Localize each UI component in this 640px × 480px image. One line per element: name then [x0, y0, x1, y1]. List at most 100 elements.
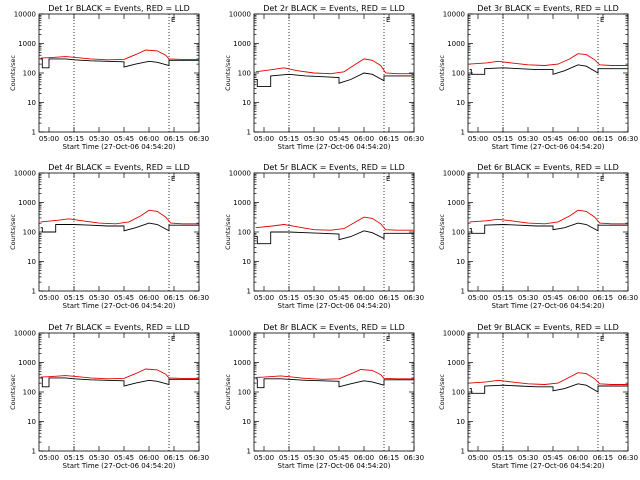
- series-lld-line: [40, 368, 199, 380]
- y-axis-title: Counts/sec: [438, 374, 446, 410]
- chart-title: Det 2r BLACK = Events, RED = LLD: [263, 4, 405, 13]
- y-axis-title: Counts/sec: [224, 214, 232, 250]
- y-tick-label: 100: [238, 389, 251, 397]
- event-marker-label: E: [600, 175, 604, 183]
- y-axis-title: Counts/sec: [9, 55, 17, 91]
- plot-frame: [38, 332, 200, 452]
- x-tick-label: 05:45: [114, 454, 134, 462]
- x-tick-label: 06:15: [164, 294, 184, 302]
- x-tick-label: 05:45: [114, 135, 134, 143]
- x-tick-label: 05:45: [543, 135, 563, 143]
- x-tick-label: 05:45: [329, 135, 349, 143]
- x-tick-label: 06:00: [568, 135, 588, 143]
- x-tick-label: 06:00: [568, 454, 588, 462]
- series-lld-line: [255, 369, 414, 380]
- x-tick-label: 06:00: [139, 454, 159, 462]
- x-axis-title: Start Time (27-Oct-06 04:54:20): [63, 462, 176, 470]
- chart-title: Det 6r BLACK = Events, RED = LLD: [477, 163, 619, 172]
- y-tick-label: 10: [27, 418, 36, 426]
- y-tick-label: 1000: [447, 359, 465, 367]
- y-tick-label: 10: [242, 99, 251, 107]
- y-tick-label: 10000: [443, 170, 465, 178]
- x-axis-title: Start Time (27-Oct-06 04:54:20): [492, 143, 605, 151]
- y-tick-label: 10: [456, 258, 465, 266]
- series-lld-line: [40, 49, 199, 61]
- series-events-line: [255, 230, 414, 245]
- series-lld-line: [255, 58, 414, 75]
- y-tick-label: 10: [456, 418, 465, 426]
- plot-frame: [467, 172, 629, 292]
- x-tick-label: 05:30: [518, 135, 538, 143]
- x-tick-label: 05:15: [64, 135, 84, 143]
- y-tick-label: 1000: [233, 40, 251, 48]
- event-marker-label: E: [386, 175, 390, 183]
- x-tick-label: 05:00: [468, 294, 488, 302]
- x-tick-label: 06:30: [618, 294, 638, 302]
- series-events-line: [255, 378, 414, 389]
- x-tick-label: 05:15: [279, 454, 299, 462]
- y-tick-label: 10000: [14, 330, 36, 338]
- y-tick-label: 10: [27, 99, 36, 107]
- x-tick-label: 05:00: [39, 135, 59, 143]
- event-marker-label: E: [600, 16, 604, 24]
- x-tick-label: 05:30: [304, 135, 324, 143]
- x-tick-label: 05:15: [64, 454, 84, 462]
- x-tick-label: 06:15: [379, 294, 399, 302]
- event-marker-label: E: [600, 335, 604, 343]
- chart-panel: Det 5r BLACK = Events, RED = LLD 1 10 100 10…: [224, 163, 424, 310]
- x-tick-label: 05:30: [89, 135, 109, 143]
- chart-title: Det 8r BLACK = Events, RED = LLD: [263, 323, 405, 332]
- x-tick-label: 05:00: [468, 454, 488, 462]
- x-tick-label: 06:15: [593, 135, 613, 143]
- y-tick-label: 10: [242, 258, 251, 266]
- x-tick-label: 05:15: [493, 454, 513, 462]
- x-tick-label: 05:15: [493, 135, 513, 143]
- series-events-line: [40, 222, 199, 233]
- y-tick-label: 1: [247, 129, 251, 137]
- x-axis-title: Start Time (27-Oct-06 04:54:20): [492, 462, 605, 470]
- y-tick-label: 100: [238, 70, 251, 78]
- chart-panel: Det 6r BLACK = Events, RED = LLD 1 10 100 10…: [438, 163, 638, 310]
- y-tick-label: 1000: [447, 199, 465, 207]
- x-tick-label: 06:00: [354, 135, 374, 143]
- x-axis-title: Start Time (27-Oct-06 04:54:20): [278, 302, 391, 310]
- y-axis-title: Counts/sec: [438, 214, 446, 250]
- x-tick-label: 05:00: [468, 135, 488, 143]
- series-lld-line: [469, 372, 628, 385]
- y-tick-label: 1000: [18, 359, 36, 367]
- y-tick-label: 10: [242, 418, 251, 426]
- chart-panel: Det 9r BLACK = Events, RED = LLD 1 10 100 10…: [438, 323, 638, 470]
- y-tick-label: 100: [452, 229, 465, 237]
- y-tick-label: 10000: [229, 11, 251, 19]
- chart-panel: Det 7r BLACK = Events, RED = LLD 1 10 100 10…: [9, 323, 209, 470]
- series-lld-line: [469, 53, 628, 66]
- x-tick-label: 05:30: [304, 454, 324, 462]
- x-tick-label: 05:45: [329, 294, 349, 302]
- y-tick-label: 10000: [14, 170, 36, 178]
- y-tick-label: 100: [238, 229, 251, 237]
- series-events-line: [469, 64, 628, 75]
- y-axis-title: Counts/sec: [9, 214, 17, 250]
- y-tick-label: 1000: [233, 199, 251, 207]
- x-tick-label: 06:00: [139, 294, 159, 302]
- x-tick-label: 05:00: [39, 294, 59, 302]
- chart-panel: Det 1r BLACK = Events, RED = LLD 1 10 100 10…: [9, 4, 209, 151]
- y-tick-label: 100: [23, 389, 36, 397]
- chart-panel: Det 2r BLACK = Events, RED = LLD 1 10 100 10…: [224, 4, 424, 151]
- series-events-line: [40, 377, 199, 388]
- y-tick-label: 10: [456, 99, 465, 107]
- x-tick-label: 05:15: [64, 294, 84, 302]
- x-tick-label: 06:15: [593, 294, 613, 302]
- x-tick-label: 05:00: [39, 454, 59, 462]
- x-tick-label: 05:15: [493, 294, 513, 302]
- x-tick-label: 06:30: [189, 454, 209, 462]
- event-marker-label: E: [171, 175, 175, 183]
- y-tick-label: 1000: [233, 359, 251, 367]
- x-axis-title: Start Time (27-Oct-06 04:54:20): [278, 143, 391, 151]
- chart-panel: Det 3r BLACK = Events, RED = LLD 1 10 100 10…: [438, 4, 638, 151]
- x-tick-label: 05:15: [279, 135, 299, 143]
- y-tick-label: 1000: [18, 199, 36, 207]
- y-tick-label: 1000: [18, 40, 36, 48]
- y-tick-label: 1: [32, 129, 36, 137]
